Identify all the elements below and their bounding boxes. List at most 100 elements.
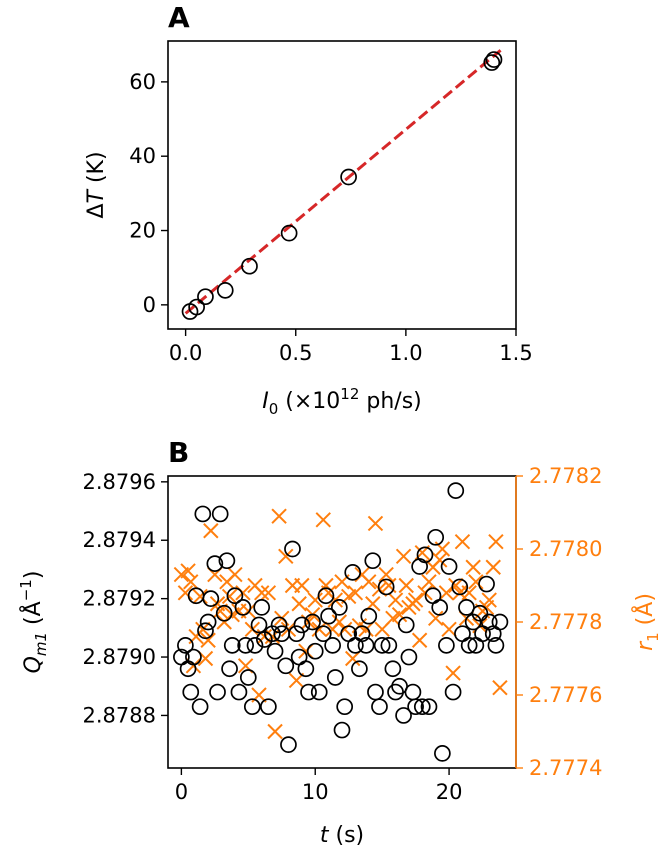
panel-b-circle-marker [351, 660, 368, 678]
panel-b-circle-marker [438, 637, 455, 654]
panel-b-circle-marker [440, 558, 458, 575]
panel-b: B 0 10 20 2.8788 2.8790 2.8792 2.8794 2.8796 2… [17, 436, 662, 848]
panel-b-circle-marker [478, 575, 495, 593]
panel-b-x-marker [441, 621, 457, 638]
panel-b-x-marker [278, 548, 294, 565]
panel-b-circle-marker [270, 616, 288, 634]
panel-b-circle-marker [266, 642, 284, 660]
panel-a-x-tick-label: 0.0 [169, 341, 202, 365]
panel-a-points [181, 51, 503, 320]
panel-b-circle-marker [284, 540, 301, 558]
panel-b-x-marker [294, 577, 310, 594]
panel-b-left-y-tick-label: 2.8792 [83, 587, 156, 611]
panel-b-circle-marker [218, 552, 236, 570]
panel-b-x-marker [192, 588, 208, 605]
panel-b-x-marker [298, 643, 314, 659]
panel-b-circle-marker [380, 637, 398, 654]
panel-a-data-point [483, 54, 501, 71]
panel-b-x-marker [391, 606, 408, 623]
panel-b-circle-marker [206, 555, 224, 572]
panel-b-circle-marker [277, 657, 295, 675]
panel-b-circle-marker [326, 669, 344, 686]
panel-b-circle-marker [377, 578, 395, 596]
panel-b-circle-marker [330, 599, 348, 616]
panel-b-x-marker [485, 559, 501, 575]
panel-b-circle-marker [451, 578, 469, 596]
panel-b-circle-marker [471, 604, 489, 622]
panel-b-circle-marker [384, 660, 402, 678]
panel-b-right-y-axis-label: r1 (Å) [631, 593, 662, 651]
panel-b-circle-marker [431, 599, 449, 616]
panel-b-circle-marker [304, 613, 321, 631]
panel-b-circle-marker [226, 587, 244, 605]
panel-b-x-marker [221, 588, 238, 605]
panel-b-x-marker [227, 566, 243, 583]
panel-b-circle-marker [202, 590, 220, 607]
panel-b-x-tick-label: 0 [175, 780, 188, 804]
panel-b-circle-marker [317, 587, 335, 605]
panel-b-circle-marker [344, 564, 362, 581]
panel-b-x-marker [331, 614, 348, 630]
panel-b-x-marker [488, 533, 504, 550]
panel-b-x-marker [315, 512, 331, 528]
panel-b-circle-marker [460, 637, 478, 654]
panel-b-circle-marker [395, 707, 412, 724]
panel-b-x-tick-label: 10 [302, 780, 329, 804]
panel-b-circle-marker [397, 616, 415, 634]
panel-b-x-marker [468, 574, 484, 590]
panel-a-x-tick-label: 1.0 [389, 341, 422, 365]
panel-b-circle-marker [209, 683, 226, 701]
panel-b-x-marker [311, 621, 327, 638]
panel-b-circle-marker [353, 625, 371, 643]
panel-b-circle-marker [447, 482, 465, 499]
panel-b-circle-marker [480, 613, 498, 631]
panel-b-circle-marker [194, 505, 212, 523]
panel-b-circle-marker [400, 648, 418, 666]
panel-b-x-marker [448, 577, 464, 594]
panel-b-x-ticks: 0 10 20 [175, 768, 462, 804]
panel-b-circle-marker [182, 683, 200, 701]
panel-b-circle-marker [250, 616, 268, 634]
panel-b-circle-marker [300, 683, 317, 701]
panel-b-x-marker [398, 577, 414, 594]
panel-b-circle-marker [373, 637, 391, 654]
panel-b-left-y-tick-label: 2.8790 [83, 645, 156, 669]
panel-a-x-axis-label: I0 (×1012 ph/s) [262, 385, 422, 418]
panel-b-circle-marker [237, 637, 254, 654]
panel-b-circle-marker [197, 622, 214, 640]
panel-a-data-point [241, 257, 258, 275]
panel-b-x-marker [203, 523, 219, 539]
panel-b-x-marker [358, 621, 374, 638]
panel-b-circle-marker [215, 604, 233, 622]
panel-b-circle-marker [444, 683, 462, 701]
panel-b-circle-marker [185, 648, 202, 666]
panel-a-x-ticks: 0.0 0.5 1.0 1.5 [169, 329, 533, 365]
panel-b-x-marker [291, 596, 307, 612]
panel-a-y-tick-label: 40 [129, 144, 156, 168]
panel-b-circle-marker [427, 528, 445, 546]
panel-b-right-y-tick-label: 2.7774 [529, 756, 602, 780]
panel-a: A 0.0 0.5 1.0 1.5 0 20 40 60 I0 (×1012 ph/s) Δ… [84, 1, 533, 418]
panel-b-circle-marker [434, 745, 451, 762]
panel-b-circle-marker [306, 642, 324, 660]
panel-b-right-y-tick-label: 2.7780 [529, 537, 602, 561]
panel-b-x-marker [260, 585, 277, 601]
panel-b-circle-marker [243, 698, 261, 716]
panel-b-x-marker [253, 585, 270, 601]
panel-b-circle-marker [491, 613, 509, 631]
panel-b-circle-marker [411, 558, 428, 575]
panel-b-circle-marker [454, 625, 471, 643]
panel-b-right-y-ticks: 2.7774 2.7776 2.7778 2.7780 2.7782 [516, 464, 602, 780]
panel-a-fit-line [184, 49, 502, 315]
panel-b-x-marker [481, 592, 497, 608]
panel-b-circle-marker [297, 660, 315, 678]
panel-b-circle-marker [367, 683, 384, 701]
panel-b-circle-marker [314, 625, 332, 643]
panel-b-circle-marker [310, 683, 328, 701]
panel-b-circle-marker [364, 552, 382, 570]
panel-b-x-marker [367, 515, 384, 532]
panel-b-circle-marker [324, 637, 341, 654]
panel-b-x-marker [387, 592, 404, 608]
panel-b-left-y-ticks: 2.8788 2.8790 2.8792 2.8794 2.8796 [83, 470, 168, 727]
